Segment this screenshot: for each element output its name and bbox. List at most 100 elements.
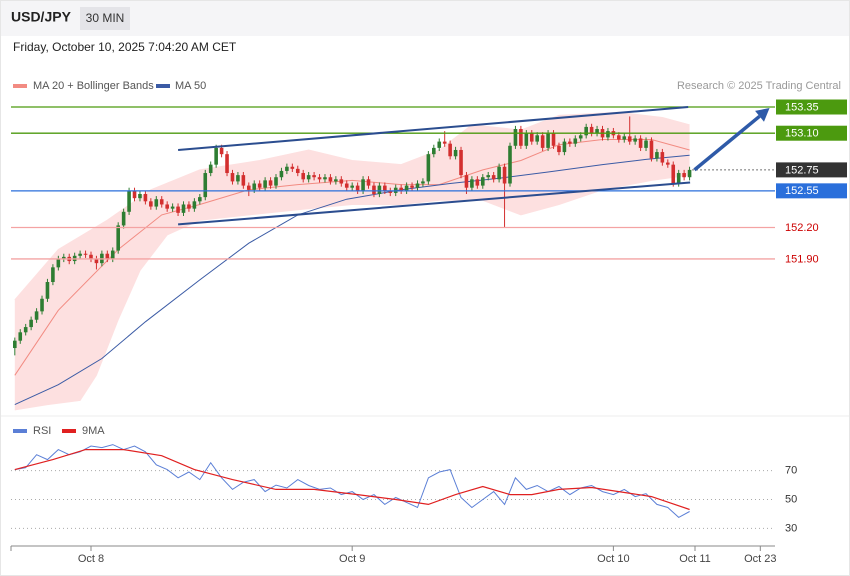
candle-body	[633, 138, 637, 142]
level-label: 152.20	[785, 222, 819, 234]
level-label: 152.75	[785, 164, 819, 176]
candle-body	[290, 166, 295, 169]
candle-body	[655, 152, 659, 159]
x-tick-label: Oct 11	[679, 553, 711, 565]
chart-title: USD/JPY	[11, 9, 72, 25]
candle-body	[252, 183, 257, 190]
legend-swatch	[62, 429, 76, 433]
candle-body	[687, 169, 692, 178]
timeframe: 30 MIN	[86, 11, 125, 25]
candle-body	[470, 179, 474, 188]
candle-body	[519, 129, 523, 146]
level-label: 151.90	[785, 253, 819, 265]
candle-body	[502, 166, 507, 184]
ma50-line	[14, 154, 690, 406]
candle-body	[459, 149, 463, 176]
candle-body	[361, 179, 365, 191]
level-box	[776, 99, 847, 115]
candle-body	[279, 170, 284, 178]
candle-body	[132, 190, 137, 199]
level-label: 153.35	[785, 101, 819, 113]
candle-body	[404, 185, 409, 191]
candle-body	[421, 181, 425, 184]
candle-body	[45, 282, 50, 299]
candle-body	[442, 141, 447, 144]
candle-body	[437, 141, 442, 148]
rsi-ma-line	[14, 449, 690, 511]
candle-body	[105, 253, 110, 259]
candle-body	[94, 258, 99, 264]
candle-body	[317, 177, 322, 180]
band-lower	[14, 174, 690, 411]
candle-body	[448, 143, 452, 157]
candle-body	[475, 179, 480, 186]
candle-body	[432, 147, 436, 155]
candle-body	[497, 166, 501, 180]
candle-body	[524, 133, 529, 146]
candle-body	[334, 179, 338, 182]
candle-body	[121, 211, 126, 226]
candle-body	[154, 199, 159, 207]
candle-body	[682, 173, 686, 178]
candle-body	[214, 147, 218, 165]
candle-body	[138, 193, 142, 199]
level-box	[776, 162, 847, 178]
candle-body	[546, 133, 550, 148]
candle-body	[453, 149, 458, 157]
candle-body	[660, 152, 665, 163]
candle-body	[192, 201, 197, 209]
candle-body	[89, 254, 93, 259]
x-tick-label: Oct 8	[78, 553, 104, 565]
arrow-head	[755, 108, 770, 122]
candle-body	[355, 185, 360, 191]
candle-body	[274, 177, 278, 186]
legend-swatch	[13, 84, 27, 88]
candle-body	[83, 253, 88, 255]
candle-body	[622, 136, 627, 140]
candle-body	[198, 197, 202, 202]
legend-swatch	[13, 429, 27, 433]
candle-body	[51, 267, 55, 283]
candle-body	[508, 145, 512, 184]
y-tick-label: 50	[785, 493, 797, 505]
candle-body	[78, 253, 82, 256]
trend-line	[178, 106, 689, 151]
candle-body	[295, 168, 300, 174]
candle-body	[263, 180, 267, 188]
candle-body	[159, 199, 164, 205]
candle-body	[40, 298, 44, 312]
x-tick-label: Oct 23	[744, 553, 776, 565]
candle-body	[301, 173, 306, 180]
candle-body	[464, 175, 469, 188]
candle-body	[388, 190, 393, 193]
candle-body	[557, 145, 561, 153]
candle-body	[312, 175, 316, 178]
candle-body	[486, 175, 491, 178]
candle-body	[170, 206, 175, 209]
y-tick-label: 30	[785, 522, 797, 534]
candle-body	[208, 164, 213, 174]
candle-body	[568, 141, 572, 144]
candle-body	[328, 177, 333, 182]
candle-body	[61, 256, 66, 259]
candle-body	[225, 154, 229, 174]
candle-body	[246, 185, 251, 190]
candle-body	[18, 332, 23, 341]
candle-body	[372, 185, 376, 194]
y-tick-label: 70	[785, 465, 797, 477]
candle-body	[535, 135, 540, 142]
legend-swatch	[156, 84, 170, 88]
rsi-line	[14, 444, 690, 519]
candle-body	[268, 180, 273, 186]
candle-body	[666, 162, 670, 165]
legend-label: MA 50	[175, 80, 206, 92]
candle-body	[219, 147, 224, 155]
level-box	[776, 125, 847, 141]
candle-body	[638, 138, 643, 148]
candle-body	[573, 138, 578, 144]
candle-body	[176, 206, 180, 213]
candle-body	[676, 173, 681, 184]
band-fill	[14, 112, 690, 410]
candle-body	[410, 185, 414, 188]
